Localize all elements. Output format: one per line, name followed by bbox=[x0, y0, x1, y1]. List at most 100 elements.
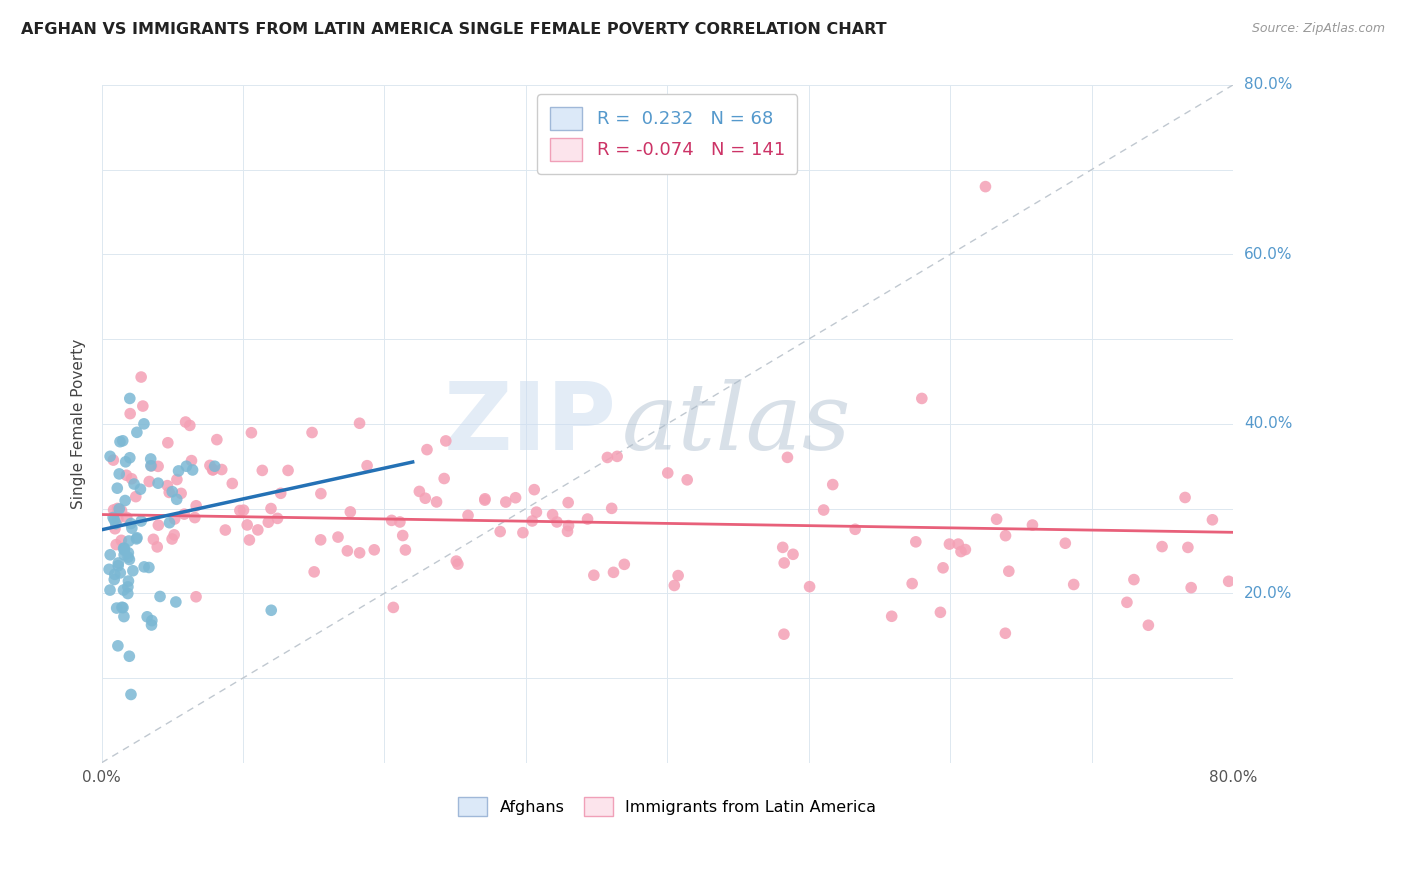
Text: Source: ZipAtlas.com: Source: ZipAtlas.com bbox=[1251, 22, 1385, 36]
Point bbox=[309, 533, 332, 547]
Text: 60.0%: 60.0% bbox=[1244, 247, 1292, 262]
Point bbox=[994, 529, 1017, 543]
Point bbox=[388, 515, 411, 529]
Point bbox=[110, 533, 132, 548]
Point bbox=[110, 566, 132, 580]
Point bbox=[582, 568, 605, 582]
Point bbox=[260, 501, 283, 516]
Point bbox=[425, 495, 447, 509]
Point bbox=[336, 544, 359, 558]
Point bbox=[129, 482, 152, 496]
Point bbox=[994, 626, 1017, 640]
Point bbox=[1021, 518, 1043, 533]
Point bbox=[98, 583, 121, 598]
Point bbox=[163, 512, 186, 526]
Point bbox=[101, 510, 124, 524]
Point bbox=[606, 450, 628, 464]
Point bbox=[821, 477, 844, 491]
Point bbox=[381, 513, 404, 527]
Point bbox=[198, 458, 221, 473]
Point bbox=[260, 603, 283, 617]
Point bbox=[108, 502, 131, 516]
Point bbox=[602, 566, 624, 580]
Point bbox=[204, 459, 226, 474]
Point bbox=[664, 578, 686, 592]
Point bbox=[118, 392, 141, 406]
Point bbox=[382, 600, 405, 615]
Point bbox=[138, 475, 160, 489]
Point bbox=[117, 580, 139, 594]
Point bbox=[205, 433, 228, 447]
Point bbox=[246, 523, 269, 537]
Point bbox=[408, 484, 430, 499]
Point bbox=[363, 542, 385, 557]
Point bbox=[221, 476, 243, 491]
Point bbox=[112, 609, 135, 624]
Point bbox=[104, 516, 127, 531]
Point bbox=[146, 476, 169, 491]
Point bbox=[139, 458, 162, 473]
Point bbox=[773, 627, 796, 641]
Point bbox=[122, 564, 145, 578]
Point bbox=[141, 618, 163, 632]
Point bbox=[139, 452, 162, 467]
Point bbox=[98, 548, 121, 562]
Point bbox=[156, 478, 179, 492]
Point bbox=[160, 532, 183, 546]
Point bbox=[165, 595, 187, 609]
Point bbox=[180, 453, 202, 467]
Point bbox=[929, 605, 952, 619]
Point bbox=[238, 533, 260, 547]
Point bbox=[120, 407, 142, 421]
Point bbox=[159, 516, 181, 530]
Point bbox=[302, 565, 325, 579]
Point bbox=[270, 486, 292, 500]
Point bbox=[986, 512, 1008, 526]
Point bbox=[240, 425, 263, 440]
Point bbox=[394, 543, 416, 558]
Point bbox=[149, 590, 172, 604]
Point bbox=[174, 415, 197, 429]
Point bbox=[136, 609, 159, 624]
Point bbox=[523, 483, 546, 497]
Point bbox=[114, 493, 136, 508]
Point bbox=[326, 530, 349, 544]
Point bbox=[148, 518, 170, 533]
Point bbox=[121, 472, 143, 486]
Point bbox=[1152, 540, 1174, 554]
Point bbox=[1122, 573, 1144, 587]
Point bbox=[309, 486, 332, 500]
Point bbox=[125, 531, 148, 545]
Point bbox=[391, 528, 413, 542]
Point bbox=[844, 522, 866, 536]
Point bbox=[105, 481, 128, 495]
Point bbox=[125, 425, 148, 440]
Point bbox=[103, 513, 125, 527]
Point bbox=[115, 510, 138, 524]
Point bbox=[266, 511, 288, 525]
Text: ZIP: ZIP bbox=[443, 378, 616, 470]
Point bbox=[546, 515, 568, 529]
Point bbox=[146, 459, 169, 474]
Point bbox=[112, 548, 135, 562]
Point bbox=[998, 564, 1021, 578]
Point bbox=[108, 434, 131, 449]
Point bbox=[541, 508, 564, 522]
Legend: Afghans, Immigrants from Latin America: Afghans, Immigrants from Latin America bbox=[451, 790, 883, 822]
Point bbox=[166, 492, 188, 507]
Point bbox=[229, 503, 252, 517]
Point bbox=[474, 493, 496, 508]
Point bbox=[214, 523, 236, 537]
Point bbox=[115, 468, 138, 483]
Point bbox=[576, 512, 599, 526]
Point bbox=[676, 473, 699, 487]
Point bbox=[557, 495, 579, 509]
Point bbox=[938, 537, 960, 551]
Point bbox=[104, 522, 127, 536]
Point bbox=[236, 518, 259, 533]
Point bbox=[129, 370, 152, 384]
Point bbox=[110, 504, 132, 518]
Point bbox=[103, 503, 125, 517]
Point bbox=[98, 450, 121, 464]
Point bbox=[596, 450, 619, 465]
